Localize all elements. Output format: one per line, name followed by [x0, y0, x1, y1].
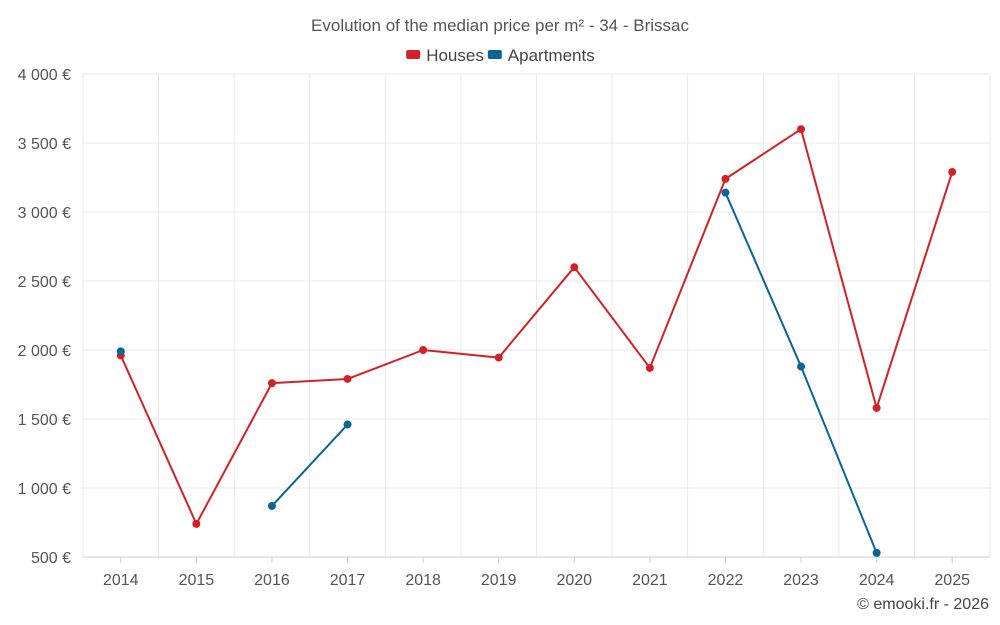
y-tick-label: 2 500 € [18, 274, 71, 291]
legend-swatch-houses [406, 50, 421, 59]
series-layer [116, 125, 957, 557]
data-point-apartments[interactable] [721, 188, 730, 197]
data-point-houses[interactable] [192, 519, 201, 528]
y-tick-label: 3 000 € [18, 205, 71, 222]
series-line-houses [119, 128, 954, 525]
x-tick-label: 2021 [632, 572, 668, 589]
legend-label-houses: Houses [426, 46, 484, 65]
x-tick-label: 2016 [254, 572, 290, 589]
legend[interactable]: Houses Apartments [406, 46, 595, 65]
data-point-houses[interactable] [570, 263, 579, 272]
legend-label-apartments: Apartments [508, 46, 595, 65]
y-tick-label: 3 500 € [18, 136, 71, 153]
legend-item-apartments[interactable]: Apartments [487, 46, 595, 65]
x-tick-label: 2019 [481, 572, 517, 589]
x-tick-label: 2015 [179, 572, 215, 589]
axes: 500 € 1 000 € 1 500 € 2 000 € 2 500 € 3 000 €… [18, 67, 990, 589]
data-point-houses[interactable] [948, 167, 957, 176]
data-point-houses[interactable] [721, 174, 730, 183]
x-tick-label: 2022 [708, 572, 744, 589]
series-houses [116, 125, 957, 528]
y-tick-label: 2 000 € [18, 343, 71, 360]
series-apartments [116, 188, 881, 557]
y-tick-label: 1 500 € [18, 412, 71, 429]
series-line-apartments [271, 423, 349, 507]
data-point-houses[interactable] [419, 346, 428, 354]
x-tick-label: 2018 [405, 572, 441, 589]
y-tick-label: 1 000 € [18, 481, 71, 498]
data-point-houses[interactable] [872, 403, 881, 412]
x-tick-label: 2025 [934, 572, 970, 589]
data-point-houses[interactable] [267, 379, 276, 388]
data-point-houses[interactable] [645, 363, 654, 372]
series-line-apartments [724, 192, 878, 554]
data-point-apartments[interactable] [116, 347, 125, 356]
data-point-apartments[interactable] [343, 420, 352, 429]
grid [82, 73, 991, 557]
legend-item-houses[interactable]: Houses [406, 46, 484, 65]
x-tick-label: 2023 [783, 572, 819, 589]
data-point-houses[interactable] [343, 374, 352, 383]
data-point-apartments[interactable] [267, 501, 276, 510]
data-point-houses[interactable] [494, 353, 503, 362]
x-tick-label: 2017 [330, 572, 366, 589]
data-point-apartments[interactable] [872, 548, 881, 557]
y-tick-label: 500 € [31, 550, 71, 567]
credit-text: © emooki.fr - 2026 [857, 596, 989, 613]
chart-title: Evolution of the median price per m² - 3… [311, 16, 689, 35]
legend-swatch-apartments [487, 50, 502, 59]
x-tick-label: 2020 [556, 572, 592, 589]
data-point-apartments[interactable] [797, 362, 806, 371]
y-tick-label: 4 000 € [18, 67, 71, 84]
data-point-houses[interactable] [797, 125, 806, 134]
x-tick-label: 2024 [859, 572, 895, 589]
x-tick-label: 2014 [103, 572, 139, 589]
